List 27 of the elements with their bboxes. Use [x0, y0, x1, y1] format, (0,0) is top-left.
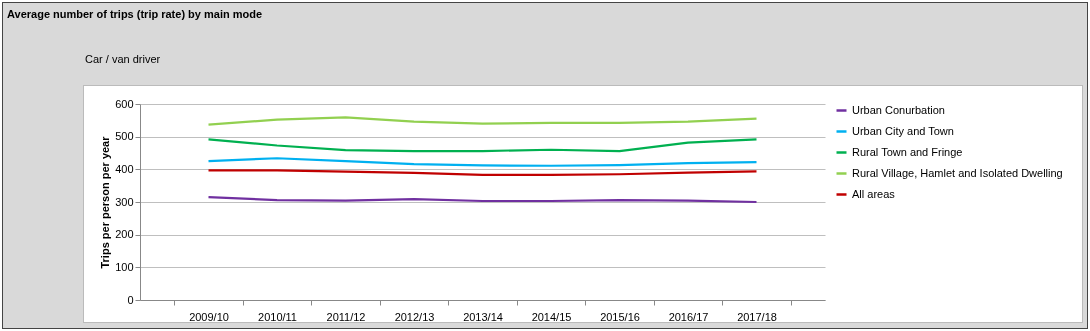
legend-label: Urban City and Town [852, 124, 954, 137]
y-tick-label: 600 [115, 97, 134, 110]
legend-label: Urban Conurbation [852, 103, 945, 116]
x-tick-label: 2011/12 [326, 310, 366, 323]
y-axis-title: Trips per person per year [99, 135, 112, 269]
y-tick-label: 0 [127, 293, 134, 306]
y-tick-label: 500 [115, 130, 134, 143]
x-tick-label: 2016/17 [668, 310, 709, 323]
x-tick-label: 2015/16 [600, 310, 640, 323]
y-tick-label: 100 [115, 260, 134, 273]
legend-label: Rural Village, Hamlet and Isolated Dwelling [852, 166, 1063, 179]
y-tick-label: 400 [115, 162, 134, 175]
legend-label: All areas [852, 187, 896, 200]
line-series [207, 138, 758, 153]
legend-label: Rural Town and Fringe [852, 145, 963, 158]
chart-subtitle: Car / van driver [85, 53, 161, 65]
line-series [207, 116, 758, 126]
x-tick-label: 2017/18 [737, 310, 777, 323]
y-tick-label: 200 [115, 228, 134, 241]
chart-title: Average number of trips (trip rate) by main mode [7, 8, 263, 20]
x-tick-label: 2013/14 [463, 310, 503, 323]
x-tick-label: 2010/11 [258, 310, 297, 323]
line-series [207, 157, 758, 167]
x-tick-label: 2009/10 [189, 310, 229, 323]
y-tick-label: 300 [115, 195, 134, 208]
x-tick-label: 2012/13 [394, 310, 435, 323]
x-tick-label: 2014/15 [531, 310, 572, 323]
